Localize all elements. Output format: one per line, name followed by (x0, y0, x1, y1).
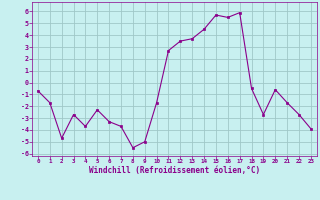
X-axis label: Windchill (Refroidissement éolien,°C): Windchill (Refroidissement éolien,°C) (89, 166, 260, 175)
